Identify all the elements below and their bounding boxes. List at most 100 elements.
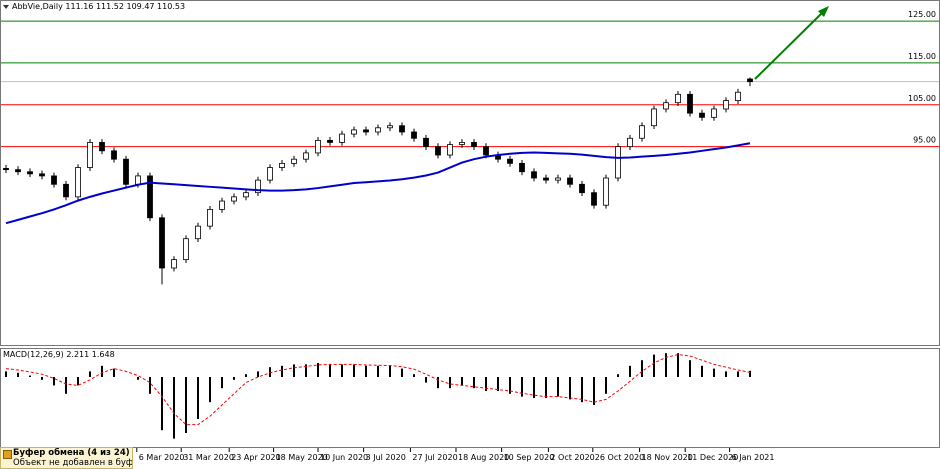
candle-body [675,93,681,104]
ohlc-low: 109.47 [127,2,155,11]
macd-value: 2.211 [66,350,89,359]
x-tick-label: 18 Aug 2020 [458,453,509,462]
x-tick-label: 26 Oct 2020 [595,453,644,462]
x-tick-label: 6 Mar 2020 [139,453,185,462]
arrow-head [818,6,829,17]
candle-body [303,152,309,160]
x-tick-label: 23 Apr 2020 [231,453,280,462]
candle-body [735,91,741,102]
ohlc-high: 111.52 [96,2,124,11]
candle-body [231,196,237,202]
candle-body [39,173,45,177]
x-tick-label: 11 Dec 2020 [687,453,738,462]
candle-body [243,192,249,198]
candle-body [195,225,201,240]
candle-body [147,175,153,219]
candle-body [723,100,729,110]
candle-body [207,209,213,227]
candle-body [591,192,597,206]
candle-body [639,125,645,139]
candle-body [267,167,273,181]
candle-body [567,177,573,185]
macd-title: MACD(12,26,9) [3,350,64,359]
macd-header: MACD(12,26,9) 2.211 1.648 [3,350,115,359]
candle-body [123,158,129,185]
candle-body [255,179,261,194]
candle-body [15,169,21,173]
x-tick-label: 18 May 2020 [276,453,328,462]
candle-body [339,133,345,143]
candle-body [555,177,561,181]
candle-body [159,217,165,269]
candle-body [663,102,669,110]
candle-body [447,144,453,156]
candle-body [615,146,621,179]
candle-body [747,78,753,83]
trend-arrow [754,12,823,80]
ohlc-close: 110.53 [157,2,185,11]
chart-title: AbbVie,Daily [12,2,63,11]
price-panel [0,0,940,346]
candle-body [279,162,285,168]
x-tick-label: 6 Jan 2021 [732,453,775,462]
x-tick-label: 10 Sep 2020 [504,453,555,462]
x-tick-label: 27 Jul 2020 [412,453,457,462]
signal-value: 1.648 [92,350,115,359]
candle-body [3,167,9,171]
candle-body [63,183,69,198]
x-tick-label: 31 Mar 2020 [183,453,234,462]
candle-body [435,146,441,156]
moving-average [5,142,751,225]
candle-body [699,112,705,118]
macd-panel [0,348,940,448]
x-tick-label: 3 Jul 2020 [366,453,406,462]
candle-body [183,238,189,261]
candle-body [579,183,585,194]
clipboard-icon [3,450,12,459]
candle-body [135,175,141,185]
candle-body [111,150,117,160]
candle-body [171,259,177,269]
candle-body [399,125,405,133]
candle-body [375,127,381,133]
candle-body [99,142,105,152]
clipboard-popup[interactable]: Буфер обмена (4 из 24) Объект не добавле… [0,447,133,469]
candle-body [27,171,33,175]
candle-body [471,142,477,148]
candle-body [627,137,633,148]
level-label: 125.00 [908,10,936,19]
level-label: 95.00 [913,136,936,145]
candle-body [363,129,369,133]
candle-body [387,125,393,129]
x-tick-label: 18 Nov 2020 [642,453,693,462]
candle-body [603,177,609,206]
candle-body [687,93,693,114]
chart-header: AbbVie,Daily 111.16 111.52 109.47 110.53 [12,2,185,11]
level-label: 105.00 [908,94,936,103]
ohlc-open: 111.16 [65,2,93,11]
candle-body [327,139,333,143]
candle-body [543,177,549,181]
candle-body [87,142,93,168]
candle-body [519,162,525,173]
candle-body [351,129,357,135]
signal-line [5,354,751,426]
candle-body [459,142,465,145]
candle-body [483,146,489,156]
level-label: 115.00 [908,52,936,61]
x-tick-label: 2 Oct 2020 [550,453,594,462]
candle-body [219,200,225,210]
clipboard-title: Буфер обмена (4 из 24) [13,448,130,458]
candle-body [423,137,429,148]
clipboard-message: Объект не добавлен в буфер: [13,458,133,468]
x-tick-label: 10 Jun 2020 [320,453,368,462]
candle-body [315,139,321,154]
candle-body [291,158,297,164]
candle-body [651,108,657,127]
menu-arrow[interactable] [3,5,9,9]
candle-body [711,108,717,118]
candle-body [51,175,57,185]
candle-body [411,131,417,139]
